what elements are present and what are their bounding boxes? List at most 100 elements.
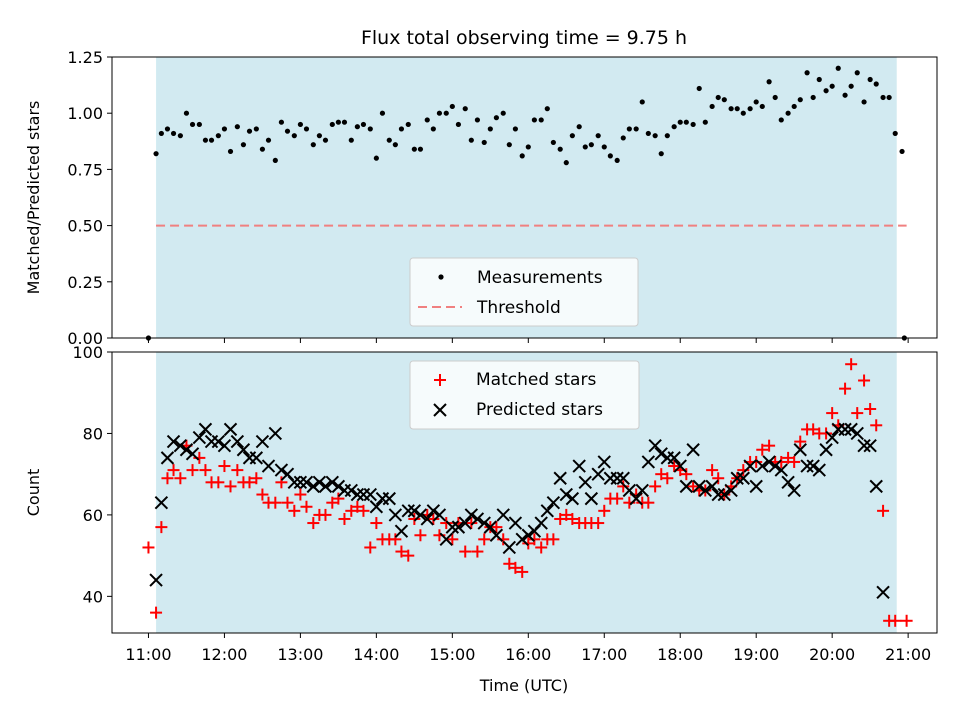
- measurement-point: [487, 126, 493, 132]
- measurement-point: [772, 94, 778, 101]
- measurement-point: [411, 146, 417, 152]
- measurement-point: [766, 79, 772, 85]
- measurement-point: [506, 142, 512, 148]
- predicted-star-marker: [793, 443, 807, 457]
- top-x-ticks: [147, 338, 909, 343]
- predicted-star-marker: [850, 426, 864, 441]
- measurement-point: [430, 126, 436, 132]
- matched-star-marker: [218, 460, 231, 473]
- measurement-point: [153, 151, 159, 157]
- measurement-point: [253, 126, 259, 132]
- matched-star-marker: [877, 504, 890, 517]
- measurement-point: [265, 137, 272, 143]
- predicted-star-marker: [667, 451, 681, 465]
- predicted-star-marker: [477, 516, 491, 530]
- matched-star-marker: [516, 565, 529, 578]
- measurement-point: [664, 133, 670, 139]
- predicted-star-marker: [838, 422, 852, 437]
- matched-star-marker: [465, 517, 478, 530]
- matched-star-marker: [332, 492, 345, 505]
- matched-star-marker: [150, 606, 163, 619]
- y-tick-label: 100: [72, 343, 103, 362]
- matched-star-marker: [560, 508, 573, 521]
- predicted-star-marker: [401, 504, 415, 518]
- measurement-point: [474, 117, 481, 123]
- measurement-point: [671, 124, 677, 130]
- matched-star-marker: [155, 521, 168, 534]
- matched-star-marker: [712, 472, 725, 485]
- measurement-point: [652, 133, 658, 139]
- predicted-star-marker: [654, 447, 668, 461]
- predicted-star-marker: [306, 479, 321, 494]
- matched-star-marker: [807, 423, 820, 436]
- predicted-star-marker: [166, 434, 181, 449]
- matched-star-marker: [427, 512, 440, 525]
- measurement-point: [709, 103, 715, 110]
- predicted-star-marker: [698, 483, 713, 498]
- predicted-star-marker: [629, 491, 643, 506]
- predicted-star-markers: [149, 422, 890, 599]
- predicted-star-marker: [724, 483, 738, 498]
- measurement-point: [189, 121, 196, 128]
- matched-star-marker: [351, 500, 364, 513]
- y-tick-label: 60: [83, 506, 103, 525]
- predicted-star-marker: [578, 475, 592, 490]
- x-tick-label: 13:00: [277, 645, 323, 664]
- matched-star-marker: [668, 460, 681, 473]
- matched-star-marker: [535, 541, 548, 554]
- matched-star-marker: [845, 358, 858, 371]
- measurement-point: [379, 110, 386, 116]
- predicted-star-marker: [185, 447, 200, 461]
- matched-star-marker: [269, 496, 282, 509]
- predicted-star-marker: [489, 528, 504, 542]
- matched-star-marker: [174, 472, 187, 485]
- predicted-star-marker: [749, 479, 763, 494]
- measurement-point: [468, 137, 474, 143]
- matched-star-marker: [490, 521, 503, 534]
- matched-star-marker: [756, 443, 769, 456]
- predicted-star-marker: [236, 443, 251, 457]
- measurement-point: [823, 88, 829, 94]
- predicted-star-marker: [869, 479, 883, 494]
- predicted-star-marker: [160, 451, 175, 465]
- matched-star-marker: [307, 517, 320, 530]
- predicted-star-marker: [407, 504, 422, 518]
- predicted-star-marker: [825, 430, 839, 445]
- matched-star-marker: [870, 419, 883, 432]
- measurement-point: [183, 110, 190, 116]
- x-axis-label: Time (UTC): [479, 676, 568, 695]
- x-tick-label: 18:00: [657, 645, 703, 664]
- bottom-y-ticks: 40 60 80 100: [72, 343, 112, 606]
- matched-star-marker: [288, 504, 301, 517]
- legend-matched-label: Matched stars: [476, 370, 596, 390]
- measurement-point: [614, 157, 620, 164]
- matched-star-marker: [522, 537, 535, 550]
- predicted-star-marker: [149, 573, 163, 587]
- predicted-star-marker: [420, 512, 434, 526]
- predicted-star-marker: [211, 434, 226, 449]
- matched-star-marker: [357, 504, 370, 517]
- matched-star-marker: [319, 508, 332, 521]
- measurement-point: [626, 126, 632, 132]
- measurement-point: [170, 130, 177, 137]
- predicted-star-marker: [591, 467, 605, 481]
- measurement-point: [348, 137, 354, 143]
- matched-star-marker: [839, 382, 852, 395]
- measurement-point: [747, 106, 753, 112]
- bottom-y-axis-label: Count: [24, 469, 43, 517]
- measurement-point: [899, 148, 905, 155]
- measurement-point: [284, 128, 291, 134]
- measurement-point: [424, 117, 430, 123]
- top-y-axis-label: Matched/Predicted stars: [24, 101, 43, 295]
- predicted-star-marker: [432, 508, 447, 522]
- measurement-point: [633, 126, 639, 132]
- predicted-star-marker: [553, 471, 567, 485]
- predicted-star-marker: [705, 479, 719, 494]
- top-y-ticks: 0.00 0.25 0.50 0.75 1.00 1.25: [67, 48, 112, 348]
- x-tick-label: 11:00: [125, 645, 171, 664]
- matched-star-marker: [687, 480, 700, 493]
- predicted-star-marker: [679, 479, 694, 494]
- measurement-point: [721, 97, 727, 103]
- measurement-point: [658, 151, 664, 157]
- measurement-point: [449, 103, 455, 110]
